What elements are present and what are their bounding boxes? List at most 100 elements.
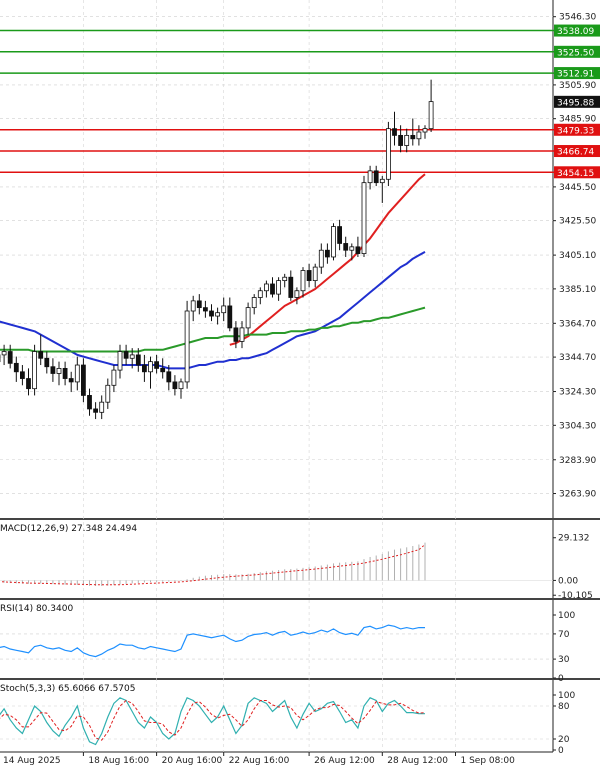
candle-body-down bbox=[209, 310, 214, 317]
indicator-tick-label: 20 bbox=[558, 735, 570, 745]
level-lines bbox=[0, 29, 554, 174]
resistance-level-tag bbox=[554, 24, 600, 37]
candle-body-down bbox=[410, 134, 416, 140]
indicator-tick-label: 70 bbox=[558, 630, 570, 640]
macd-label: MACD(12,26,9) 27.348 24.494 bbox=[0, 524, 137, 534]
candle-body-up bbox=[215, 312, 221, 317]
indicator-tick-label: -10.105 bbox=[558, 591, 593, 601]
candle-body-up bbox=[221, 305, 227, 314]
candle bbox=[7, 344, 13, 369]
candle-body-up bbox=[245, 307, 251, 329]
candle bbox=[318, 243, 324, 274]
price-tick-label: 3546.30 bbox=[559, 13, 596, 23]
candle-body-up bbox=[32, 351, 37, 390]
candles bbox=[0, 79, 434, 420]
resistance-level-tag bbox=[554, 67, 600, 80]
candle bbox=[160, 358, 166, 379]
candle bbox=[227, 297, 233, 332]
candle-body-down bbox=[324, 249, 330, 258]
candle bbox=[13, 356, 19, 382]
candle-body-down bbox=[44, 357, 50, 368]
candle bbox=[276, 277, 282, 301]
candle bbox=[428, 79, 434, 133]
price-tick-label: 3405.10 bbox=[559, 251, 596, 261]
candle bbox=[38, 334, 44, 366]
candle bbox=[26, 368, 31, 396]
x-tick-label: 20 Aug 16:00 bbox=[162, 756, 223, 766]
candle-body-up bbox=[105, 384, 111, 403]
candle-body-up bbox=[178, 381, 184, 390]
moving-averages bbox=[0, 173, 426, 370]
x-tick-label: 18 Aug 16:00 bbox=[88, 756, 149, 766]
candle bbox=[361, 175, 367, 257]
candle-body-down bbox=[227, 305, 233, 329]
price-axis: 3546.30 3505.90 3485.90 3445.50 3425.50 3405.… bbox=[553, 13, 596, 500]
candle-body-up bbox=[416, 131, 422, 140]
candle-body-down bbox=[141, 364, 147, 373]
candle bbox=[19, 365, 25, 386]
candle bbox=[93, 402, 98, 420]
candle bbox=[105, 378, 111, 409]
indicator-tick-label: 29.132 bbox=[558, 534, 590, 544]
level-tags: 3538.09 3525.50 3512.91 3479.33 3466.74 3454.… bbox=[554, 24, 600, 179]
candle bbox=[422, 125, 428, 139]
candle-body-down bbox=[26, 378, 31, 390]
candle bbox=[379, 175, 385, 203]
candle-body-down bbox=[392, 128, 397, 136]
candle bbox=[190, 295, 196, 322]
rsi-line bbox=[0, 624, 425, 658]
candle-body-up bbox=[1, 351, 7, 356]
support-level-label: 3454.15 bbox=[557, 169, 594, 179]
candle-body-down bbox=[87, 395, 92, 410]
candle-body-up bbox=[318, 249, 324, 268]
candle bbox=[141, 354, 147, 382]
candle-body-up bbox=[312, 266, 318, 282]
candle-body-down bbox=[50, 366, 56, 374]
candle-body-up bbox=[74, 364, 80, 383]
candle bbox=[99, 395, 105, 420]
candle bbox=[196, 294, 202, 315]
candle bbox=[257, 287, 263, 305]
moving-average-line bbox=[0, 251, 426, 370]
macd-panel: MACD(12,26,9) 27.348 24.494 29.132 0.00 -1… bbox=[0, 524, 593, 601]
candle-body-up bbox=[300, 270, 306, 292]
candle-body-up bbox=[294, 290, 300, 298]
candle bbox=[251, 294, 257, 315]
candle bbox=[355, 236, 361, 257]
candle bbox=[1, 344, 7, 366]
x-tick-label: 1 Sep 08:00 bbox=[461, 756, 516, 766]
rsi-label: RSI(14) 80.3400 bbox=[0, 604, 73, 614]
candle-body-up bbox=[99, 401, 105, 413]
indicator-tick-label: 0.00 bbox=[558, 576, 578, 586]
candle bbox=[166, 365, 172, 391]
candle bbox=[148, 356, 153, 389]
current-price-label: 3495.88 bbox=[557, 98, 594, 108]
candle-body-up bbox=[331, 226, 336, 258]
candle-body-down bbox=[306, 270, 312, 282]
candle-body-up bbox=[379, 178, 385, 184]
candle-body-up bbox=[404, 134, 410, 146]
price-tick-label: 3364.70 bbox=[559, 319, 596, 329]
candle-body-up bbox=[184, 310, 190, 383]
candle bbox=[32, 344, 37, 396]
price-tick-label: 3485.90 bbox=[559, 115, 596, 125]
candle bbox=[392, 111, 397, 146]
candle bbox=[270, 277, 275, 298]
price-tick-label: 3385.10 bbox=[559, 285, 596, 295]
candle bbox=[263, 280, 269, 298]
candle-body-up bbox=[263, 283, 269, 292]
candle bbox=[117, 344, 123, 379]
moving-average-line bbox=[229, 173, 426, 346]
candle-body-down bbox=[19, 371, 25, 379]
price-tick-label: 3445.50 bbox=[559, 183, 596, 193]
candle-body-up bbox=[117, 351, 123, 371]
candle-body-down bbox=[288, 276, 294, 298]
resistance-level-tag bbox=[554, 45, 600, 58]
resistance-level-label: 3525.50 bbox=[557, 48, 594, 58]
indicator-tick-label: 100 bbox=[558, 691, 575, 701]
stoch-label: Stoch(5,3,3) 65.6066 67.5705 bbox=[0, 684, 135, 694]
candle bbox=[215, 307, 221, 325]
candle bbox=[202, 300, 208, 318]
